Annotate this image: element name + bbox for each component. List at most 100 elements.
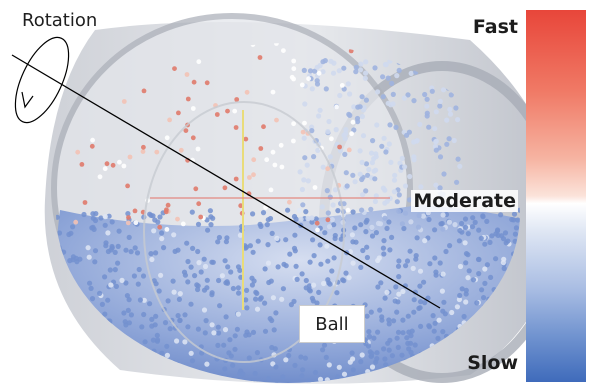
ball-particle [447,111,454,117]
ball-particle [402,164,408,170]
ball-particle [232,333,238,339]
ball-particle [343,270,349,276]
ball-particle [454,179,460,185]
ball-particle [227,337,233,343]
ball-particle [352,225,358,231]
ball-particle [128,312,134,318]
ball-particle [222,258,228,264]
ball-particle [300,129,306,135]
ball-particle [76,337,82,343]
ball-particle [58,362,65,368]
ball-particle [431,328,437,334]
ball-particle [513,225,520,231]
ball-particle [341,371,348,377]
ball-particle [257,221,263,227]
ball-particle [339,83,345,88]
ball-particle [393,284,399,290]
ball-particle [301,177,307,183]
ball-particle [476,227,482,233]
ball-particle [354,115,361,122]
ball-particle [208,214,214,220]
ball-particle [487,239,493,245]
ball-particle [448,92,454,98]
ball-particle [274,43,279,46]
ball-particle [149,256,155,263]
ball-particle [325,258,331,264]
ball-particle [254,290,260,296]
ball-particle [158,377,165,383]
ball-particle [341,65,347,71]
ball-particle [479,374,485,380]
ball-particle [437,154,444,160]
ball-particle [350,356,356,362]
ball-particle [410,265,416,271]
ball-particle [362,75,368,81]
ball-particle [202,263,209,270]
ball-particle [457,263,464,270]
ball-particle [465,379,472,383]
ball-particle [126,320,132,326]
ball-particle [463,260,469,266]
ball-particle [205,227,211,233]
ball-particle [509,216,515,223]
ball-particle [90,224,96,230]
ball-particle [78,368,84,375]
ball-particle [171,289,177,295]
ball-particle [402,210,409,216]
ball-particle [327,194,333,200]
ball-particle [148,251,154,257]
ball-particle [301,135,307,141]
ball-particle [374,350,380,356]
ball-particle [363,97,369,103]
ball-particle [195,221,202,227]
ball-particle [416,212,422,219]
ball-particle [68,358,74,364]
ball-particle [317,62,323,69]
ball-particle [442,311,448,317]
ball-particle [472,219,478,225]
ball-particle [309,86,315,92]
ball-particle [190,245,196,251]
rotation-arrowhead [21,91,34,109]
ball-particle [126,215,131,220]
ball-particle [48,318,53,323]
ball-particle [82,358,88,364]
ball-particle [350,367,356,373]
ball-particle [251,278,257,284]
ball-particle [97,290,103,296]
ball-particle [368,309,374,315]
ball-particle [321,342,328,348]
ball-particle [379,317,385,323]
ball-particle [196,260,202,266]
ball-particle [188,301,194,307]
ball-particle [174,338,180,344]
ball-particle [305,215,311,222]
ball-particle [92,259,98,265]
ball-particle [337,144,342,150]
ball-particle [223,239,229,245]
ball-particle [303,277,309,284]
ball-particle [250,249,256,255]
ball-particle [315,147,321,153]
ball-particle [394,199,400,205]
ball-particle [432,320,438,326]
ball-particle [126,234,132,240]
ball-bed [56,205,520,383]
ball-particle [340,277,346,283]
ball-particle [123,247,129,253]
ball-particle [482,241,488,247]
ball-particle [211,330,217,336]
ball-particle [124,293,130,299]
ball-particle [98,215,104,221]
ball-particle [215,342,221,348]
ball-particle [255,238,261,244]
ball-particle [112,267,118,273]
ball-particle [128,249,134,255]
ball-particle [491,373,497,379]
ball-particle [196,201,202,207]
ball-particle [302,155,308,161]
ball-particle [164,343,170,349]
ball-particle [262,266,268,272]
ball-particle [141,144,146,150]
